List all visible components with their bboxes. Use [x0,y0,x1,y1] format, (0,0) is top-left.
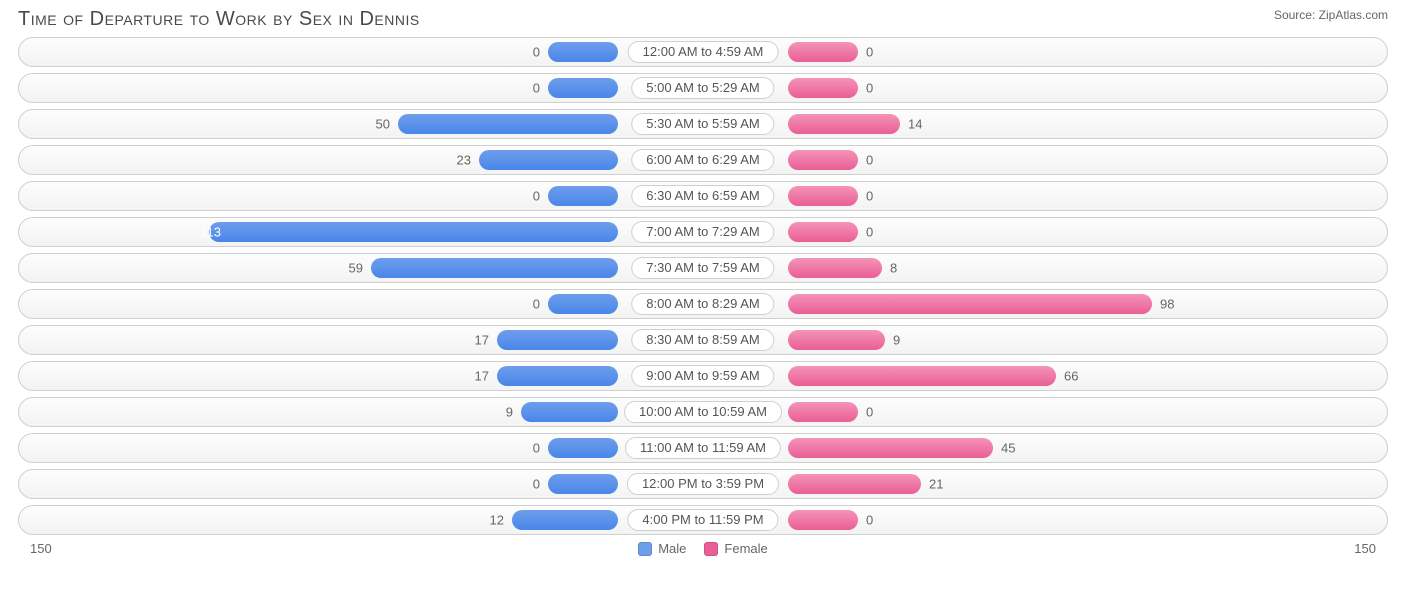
female-bar [788,78,858,98]
time-range-label: 6:00 AM to 6:29 AM [631,149,774,171]
time-range-label: 6:30 AM to 6:59 AM [631,185,774,207]
male-value: 9 [506,405,513,420]
female-bar [788,438,993,458]
time-range-label: 4:00 PM to 11:59 PM [627,509,778,531]
axis-max-right: 150 [1354,541,1376,556]
female-bar [788,294,1152,314]
male-value: 0 [533,189,540,204]
female-value: 0 [866,405,873,420]
male-bar [512,510,618,530]
female-value: 9 [893,333,900,348]
male-bar [398,114,618,134]
female-bar [788,150,858,170]
female-value: 0 [866,189,873,204]
legend-female-label: Female [724,541,767,556]
male-bar [497,330,618,350]
male-bar [479,150,618,170]
time-range-label: 5:30 AM to 5:59 AM [631,113,774,135]
female-bar [788,366,1056,386]
chart-row: 0 98 8:00 AM to 8:29 AM [18,289,1388,319]
male-value: 59 [349,261,363,276]
male-bar [371,258,618,278]
female-bar [788,258,882,278]
chart-row: 12 0 4:00 PM to 11:59 PM [18,505,1388,535]
male-value: 17 [475,369,489,384]
legend-male: Male [638,541,686,556]
chart-row: 50 14 5:30 AM to 5:59 AM [18,109,1388,139]
male-value: 0 [533,477,540,492]
time-range-label: 12:00 PM to 3:59 PM [627,473,779,495]
female-value: 0 [866,81,873,96]
female-bar [788,186,858,206]
male-bar [548,294,618,314]
male-bar [209,222,618,242]
time-range-label: 10:00 AM to 10:59 AM [624,401,782,423]
axis-max-left: 150 [30,541,52,556]
female-bar [788,402,858,422]
chart-row: 0 45 11:00 AM to 11:59 AM [18,433,1388,463]
legend-male-label: Male [658,541,686,556]
female-bar [788,114,900,134]
male-value: 0 [533,297,540,312]
male-value: 23 [457,153,471,168]
male-bar [521,402,618,422]
chart-row: 59 8 7:30 AM to 7:59 AM [18,253,1388,283]
female-value: 45 [1001,441,1015,456]
time-range-label: 12:00 AM to 4:59 AM [628,41,779,63]
time-range-label: 11:00 AM to 11:59 AM [625,437,781,459]
male-swatch [638,542,652,556]
female-bar [788,474,921,494]
male-bar [548,474,618,494]
time-range-label: 8:00 AM to 8:29 AM [631,293,774,315]
female-value: 98 [1160,297,1174,312]
female-value: 0 [866,45,873,60]
chart-row: 0 0 6:30 AM to 6:59 AM [18,181,1388,211]
chart-row: 17 9 8:30 AM to 8:59 AM [18,325,1388,355]
female-value: 66 [1064,369,1078,384]
time-range-label: 7:30 AM to 7:59 AM [631,257,774,279]
male-bar [548,438,618,458]
legend: Male Female [638,541,768,556]
female-value: 8 [890,261,897,276]
female-value: 0 [866,225,873,240]
female-value: 0 [866,513,873,528]
male-value: 50 [376,117,390,132]
male-bar [548,186,618,206]
female-bar [788,222,858,242]
female-value: 0 [866,153,873,168]
female-bar [788,510,858,530]
male-value: 0 [533,45,540,60]
male-bar [497,366,618,386]
chart-row: 23 0 6:00 AM to 6:29 AM [18,145,1388,175]
chart-row: 0 0 12:00 AM to 4:59 AM [18,37,1388,67]
male-value: 12 [490,513,504,528]
female-bar [788,330,885,350]
male-bar [548,78,618,98]
female-value: 14 [908,117,922,132]
diverging-bar-chart: 0 0 12:00 AM to 4:59 AM 0 0 5:00 AM to 5:29 A… [0,37,1406,535]
source-attribution: Source: ZipAtlas.com [1274,8,1388,22]
chart-row: 9 0 10:00 AM to 10:59 AM [18,397,1388,427]
chart-row: 17 66 9:00 AM to 9:59 AM [18,361,1388,391]
female-bar [788,42,858,62]
male-value: 0 [533,441,540,456]
female-value: 21 [929,477,943,492]
chart-row: 0 0 5:00 AM to 5:29 AM [18,73,1388,103]
time-range-label: 7:00 AM to 7:29 AM [631,221,774,243]
time-range-label: 5:00 AM to 5:29 AM [631,77,774,99]
female-swatch [704,542,718,556]
time-range-label: 9:00 AM to 9:59 AM [631,365,774,387]
chart-row: 113 0 7:00 AM to 7:29 AM [18,217,1388,247]
male-value: 113 [200,225,221,240]
male-value: 0 [533,81,540,96]
male-bar [548,42,618,62]
time-range-label: 8:30 AM to 8:59 AM [631,329,774,351]
legend-female: Female [704,541,767,556]
male-value: 17 [475,333,489,348]
chart-row: 0 21 12:00 PM to 3:59 PM [18,469,1388,499]
chart-title: Time of Departure to Work by Sex in Denn… [18,8,420,31]
